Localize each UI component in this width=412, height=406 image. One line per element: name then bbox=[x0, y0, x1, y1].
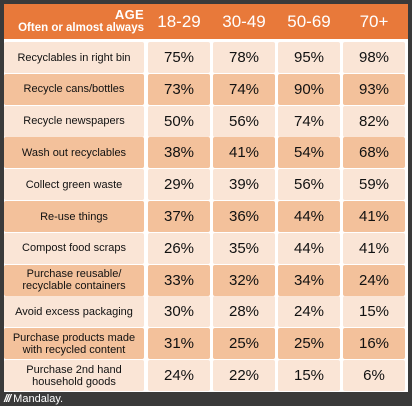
value-cell: 39% bbox=[213, 169, 275, 201]
value-cell: 73% bbox=[148, 73, 210, 105]
row-label: Recycle newspapers bbox=[4, 105, 144, 137]
table-row: Avoid excess packaging 30% 28% 24% 15% bbox=[4, 296, 408, 328]
value-cell: 15% bbox=[343, 296, 405, 328]
value-cell: 44% bbox=[278, 232, 340, 264]
value-cell: 75% bbox=[148, 42, 210, 73]
table-row: Purchase 2nd hand household goods 24% 22% 1… bbox=[4, 360, 408, 391]
value-cell: 54% bbox=[278, 137, 340, 169]
value-cell: 74% bbox=[213, 73, 275, 105]
brand-footer: ///Mandalay. bbox=[4, 392, 63, 406]
value-cell: 90% bbox=[278, 73, 340, 105]
row-label: Re-use things bbox=[4, 201, 144, 232]
value-cell: 50% bbox=[148, 105, 210, 137]
table-row: Collect green waste 29% 39% 56% 59% bbox=[4, 169, 408, 201]
value-cell: 28% bbox=[213, 296, 275, 328]
value-cell: 68% bbox=[343, 137, 405, 169]
row-label: Recycle cans/bottles bbox=[4, 73, 144, 105]
value-cell: 24% bbox=[278, 296, 340, 328]
row-label: Purchase products made with recycled con… bbox=[4, 328, 144, 360]
value-cell: 95% bbox=[278, 42, 340, 73]
table-row: Purchase reusable/ recyclable containers… bbox=[4, 264, 408, 296]
value-cell: 93% bbox=[343, 73, 405, 105]
value-cell: 25% bbox=[213, 328, 275, 360]
value-cell: 56% bbox=[278, 169, 340, 201]
brand-name: Mandalay. bbox=[13, 393, 64, 405]
table-header: AGE Often or almost always 18-29 30-49 5… bbox=[4, 4, 408, 39]
chart-frame: AGE Often or almost always 18-29 30-49 5… bbox=[4, 4, 408, 392]
value-cell: 82% bbox=[343, 105, 405, 137]
value-cell: 25% bbox=[278, 328, 340, 360]
value-cell: 78% bbox=[213, 42, 275, 73]
row-label: Purchase reusable/ recyclable containers bbox=[4, 264, 144, 296]
value-cell: 15% bbox=[278, 360, 340, 391]
row-label: Recyclables in right bin bbox=[4, 42, 144, 73]
row-label: Purchase 2nd hand household goods bbox=[4, 360, 144, 391]
age-heading: AGE bbox=[114, 7, 144, 22]
value-cell: 30% bbox=[148, 296, 210, 328]
brand-logo-mark: /// bbox=[4, 393, 11, 405]
column-header-30-49: 30-49 bbox=[222, 12, 266, 31]
value-cell: 74% bbox=[278, 105, 340, 137]
table-row: Purchase products made with recycled con… bbox=[4, 328, 408, 360]
value-cell: 41% bbox=[343, 232, 405, 264]
row-label: Wash out recyclables bbox=[4, 137, 144, 169]
frequency-subtitle: Often or almost always bbox=[18, 22, 144, 34]
value-cell: 16% bbox=[343, 328, 405, 360]
value-cell: 22% bbox=[213, 360, 275, 391]
row-label: Avoid excess packaging bbox=[4, 296, 144, 328]
value-cell: 32% bbox=[213, 264, 275, 296]
row-label: Collect green waste bbox=[4, 169, 144, 201]
value-cell: 38% bbox=[148, 137, 210, 169]
table-row: Recycle cans/bottles 73% 74% 90% 93% bbox=[4, 73, 408, 105]
value-cell: 56% bbox=[213, 105, 275, 137]
value-cell: 29% bbox=[148, 169, 210, 201]
column-header-70-plus: 70+ bbox=[359, 12, 389, 31]
value-cell: 41% bbox=[343, 201, 405, 232]
value-cell: 36% bbox=[213, 201, 275, 232]
value-cell: 35% bbox=[213, 232, 275, 264]
value-cell: 34% bbox=[278, 264, 340, 296]
column-header-50-69: 50-69 bbox=[287, 12, 331, 31]
table-row: Recycle newspapers 50% 56% 74% 82% bbox=[4, 105, 408, 137]
value-cell: 31% bbox=[148, 328, 210, 360]
value-cell: 41% bbox=[213, 137, 275, 169]
column-header-18-29: 18-29 bbox=[157, 12, 201, 31]
value-cell: 98% bbox=[343, 42, 405, 73]
value-cell: 44% bbox=[278, 201, 340, 232]
value-cell: 26% bbox=[148, 232, 210, 264]
value-cell: 6% bbox=[343, 360, 405, 391]
row-label: Compost food scraps bbox=[4, 232, 144, 264]
table-row: Wash out recyclables 38% 41% 54% 68% bbox=[4, 137, 408, 169]
value-cell: 33% bbox=[148, 264, 210, 296]
value-cell: 37% bbox=[148, 201, 210, 232]
table-row: Compost food scraps 26% 35% 44% 41% bbox=[4, 232, 408, 264]
table-row: Re-use things 37% 36% 44% 41% bbox=[4, 201, 408, 232]
value-cell: 59% bbox=[343, 169, 405, 201]
table-row: Recyclables in right bin 75% 78% 95% 98% bbox=[4, 42, 408, 73]
value-cell: 24% bbox=[343, 264, 405, 296]
value-cell: 24% bbox=[148, 360, 210, 391]
